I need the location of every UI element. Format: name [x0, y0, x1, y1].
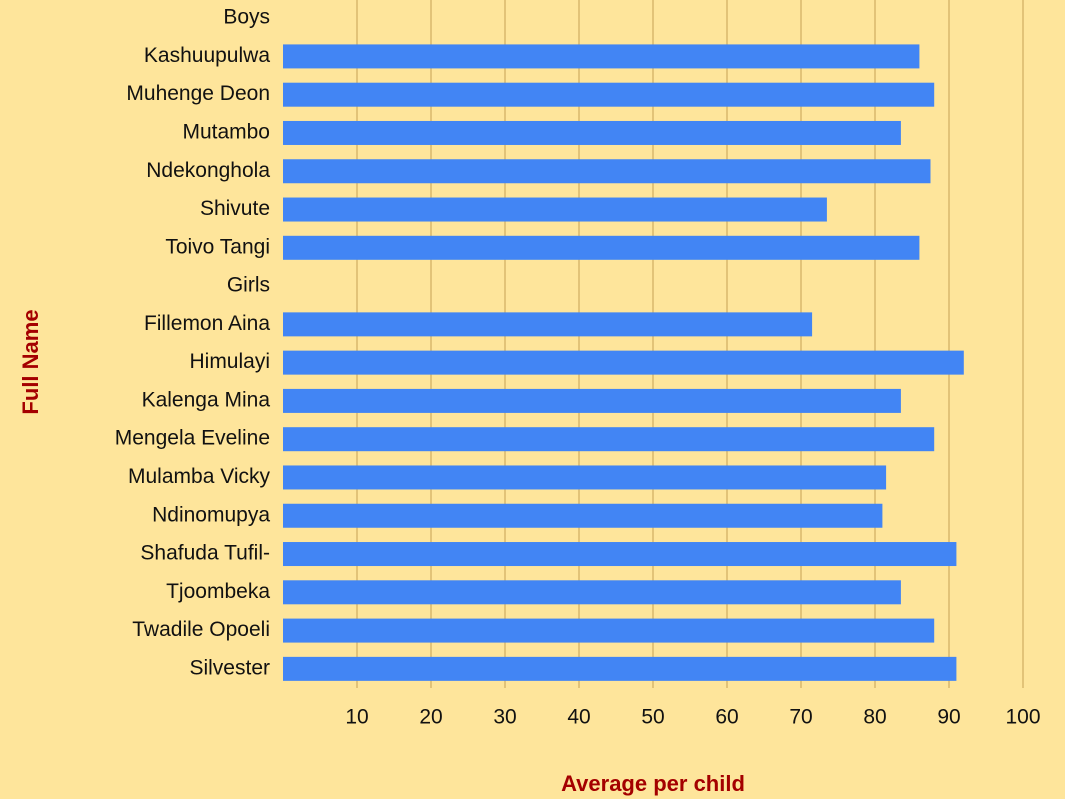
x-axis-title: Average per child: [561, 771, 745, 796]
bar: [283, 542, 957, 567]
x-tick-label: 40: [567, 706, 590, 729]
x-tick-label: 60: [715, 706, 738, 729]
y-tick-label: Kalenga Mina: [142, 388, 271, 411]
bar: [283, 44, 920, 69]
y-tick-label: Mulamba Vicky: [128, 465, 270, 488]
y-tick-label: Girls: [227, 274, 270, 297]
bar: [283, 656, 957, 681]
bar: [283, 82, 935, 107]
y-axis-title: Full Name: [18, 309, 43, 414]
y-tick-label: Mutambo: [182, 121, 270, 144]
x-tick-label: 30: [493, 706, 516, 729]
bar: [283, 618, 935, 643]
bar: [283, 120, 901, 145]
bar: [283, 197, 827, 222]
y-tick-label: Muhenge Deon: [126, 82, 270, 105]
y-tick-label: Fillemon Aina: [144, 312, 270, 335]
bar: [283, 159, 931, 184]
bar: [283, 235, 920, 260]
bar: [283, 580, 901, 605]
x-tick-label: 100: [1005, 706, 1040, 729]
y-tick-label: Shafuda Tufil-: [140, 542, 270, 565]
y-tick-label: Kashuupulwa: [144, 44, 270, 67]
y-tick-label: Tjoombeka: [166, 580, 270, 603]
x-tick-label: 80: [863, 706, 886, 729]
y-tick-label: Shivute: [200, 197, 270, 220]
y-tick-label: Mengela Eveline: [115, 427, 270, 450]
x-tick-label: 50: [641, 706, 664, 729]
bar: [283, 388, 901, 413]
bar: [283, 465, 887, 490]
bar: [283, 427, 935, 452]
y-tick-label: Ndinomupya: [152, 503, 270, 526]
y-tick-label: Boys: [223, 6, 270, 29]
y-tick-label: Ndekonghola: [146, 159, 270, 182]
bar: [283, 312, 813, 337]
x-tick-label: 10: [345, 706, 368, 729]
x-tick-label: 70: [789, 706, 812, 729]
bar: [283, 503, 883, 528]
y-tick-label: Silvester: [189, 656, 270, 679]
bar: [283, 350, 964, 375]
y-tick-label: Himulayi: [189, 350, 270, 373]
x-tick-label: 20: [419, 706, 442, 729]
x-tick-label: 90: [937, 706, 960, 729]
y-tick-label: Twadile Opoeli: [132, 618, 270, 641]
y-tick-label: Toivo Tangi: [165, 235, 270, 258]
